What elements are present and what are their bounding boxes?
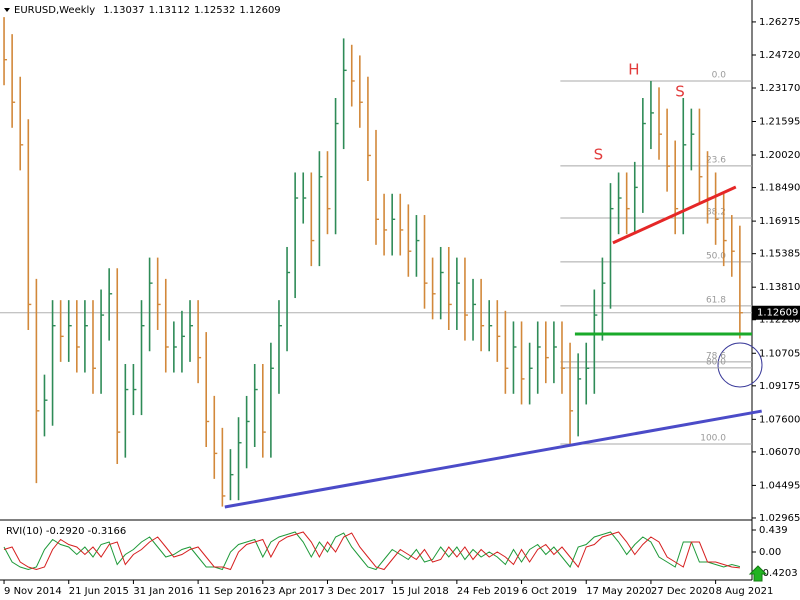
y-tick-label: 1.20020 bbox=[759, 150, 800, 161]
y-tick-label: 1.10705 bbox=[759, 348, 800, 359]
pattern-label: H bbox=[628, 60, 639, 78]
fib-label: 78.6 bbox=[706, 351, 726, 361]
y-tick-label: 1.09175 bbox=[759, 381, 800, 392]
x-tick-label: 17 May 2020 bbox=[586, 586, 651, 597]
x-tick-label: 9 Nov 2014 bbox=[4, 586, 62, 597]
y-tick-label: 1.26275 bbox=[759, 17, 800, 28]
current-price-box bbox=[752, 305, 800, 320]
y-tick-label: 1.02965 bbox=[759, 513, 800, 524]
x-tick-label: 23 Apr 2017 bbox=[263, 586, 325, 597]
fib-label: 23.6 bbox=[706, 155, 726, 165]
fib-label: 100.0 bbox=[700, 434, 726, 444]
x-tick-label: 3 Dec 2017 bbox=[327, 586, 385, 597]
fib-label: 0.0 bbox=[712, 70, 727, 80]
fib-label: 80.0 bbox=[706, 357, 726, 367]
y-tick-label: 1.13810 bbox=[759, 282, 800, 293]
x-tick-label: 11 Sep 2016 bbox=[198, 586, 261, 597]
y-tick-label: 1.16915 bbox=[759, 216, 800, 227]
y-tick-label: 1.15385 bbox=[759, 249, 800, 260]
pattern-label: S bbox=[594, 145, 604, 163]
x-tick-label: 21 Jun 2015 bbox=[69, 586, 129, 597]
current-price-label: 1.12609 bbox=[757, 308, 798, 319]
high: 1.13112 bbox=[149, 5, 190, 16]
x-tick-label: 31 Jan 2016 bbox=[133, 586, 193, 597]
symbol: EURUSD,Weekly bbox=[14, 5, 95, 16]
x-tick-label: 8 Aug 2021 bbox=[716, 586, 774, 597]
highlight-circle bbox=[717, 342, 763, 388]
y-tick-label: 1.24720 bbox=[759, 50, 800, 61]
y-tick-label: 1.12280 bbox=[759, 315, 800, 326]
fib-label: 61.8 bbox=[706, 295, 726, 305]
indicator-line bbox=[3, 531, 741, 571]
chart-header: EURUSD,Weekly 1.13037 1.13112 1.12532 1.1260… bbox=[14, 5, 281, 16]
indicator-title: RVI(10) -0.2920 -0.3166 bbox=[6, 526, 126, 537]
menu-triangle[interactable] bbox=[4, 8, 10, 12]
trend-line bbox=[612, 185, 737, 245]
y-tick-label: 1.04495 bbox=[759, 480, 800, 491]
y-tick-label: 1.06070 bbox=[759, 447, 800, 458]
y-tick-label: 0.439 bbox=[759, 525, 788, 536]
y-tick-label: 1.18490 bbox=[759, 183, 800, 194]
close: 1.12609 bbox=[239, 5, 280, 16]
y-tick-label: 0.00 bbox=[759, 547, 781, 558]
trend-line bbox=[224, 409, 762, 509]
y-tick-label: 1.21595 bbox=[759, 117, 800, 128]
y-tick-label: 1.23170 bbox=[759, 83, 800, 94]
x-tick-label: 6 Oct 2019 bbox=[522, 586, 577, 597]
open: 1.13037 bbox=[103, 5, 144, 16]
x-tick-label: 15 Jul 2018 bbox=[392, 586, 449, 597]
low: 1.12532 bbox=[194, 5, 235, 16]
indicator-line bbox=[3, 531, 740, 571]
fib-label: 50.0 bbox=[706, 251, 726, 261]
up-arrow bbox=[748, 565, 768, 582]
x-tick-label: 27 Dec 2020 bbox=[651, 586, 715, 597]
x-tick-label: 24 Feb 2019 bbox=[457, 586, 519, 597]
y-tick-label: -0.4203 bbox=[759, 568, 798, 579]
pattern-label: S bbox=[675, 82, 685, 100]
y-tick-label: 1.07600 bbox=[759, 414, 800, 425]
